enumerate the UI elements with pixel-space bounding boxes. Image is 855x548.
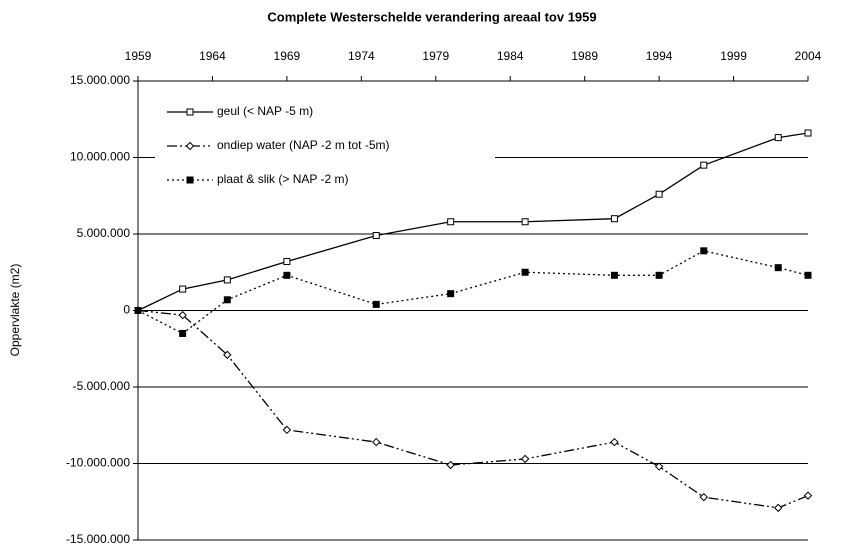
x-tick-label: 1984 xyxy=(497,49,524,63)
y-tick-label: 0 xyxy=(123,303,130,317)
legend-label: ondiep water (NAP -2 m tot -5m) xyxy=(217,138,390,152)
marker xyxy=(282,425,292,435)
marker xyxy=(610,271,618,279)
marker xyxy=(134,307,142,314)
marker xyxy=(283,258,291,266)
marker xyxy=(521,268,529,276)
series-line xyxy=(137,250,809,335)
marker xyxy=(655,271,663,279)
marker xyxy=(223,276,231,284)
y-tick-label: -5.000.000 xyxy=(73,379,131,393)
marker xyxy=(447,290,455,298)
marker xyxy=(520,454,530,464)
marker xyxy=(803,491,813,500)
marker xyxy=(610,437,619,447)
marker xyxy=(372,232,380,240)
marker xyxy=(804,129,812,137)
x-tick-label: 1969 xyxy=(274,49,301,63)
x-tick-label: 1999 xyxy=(720,49,747,63)
marker xyxy=(610,215,618,223)
legend-label: plaat & slik (> NAP -2 m) xyxy=(217,172,348,186)
series-line xyxy=(137,132,809,312)
marker xyxy=(446,460,455,470)
marker xyxy=(223,296,231,304)
marker xyxy=(223,350,232,360)
y-tick-label: 15.000.000 xyxy=(70,73,130,87)
marker xyxy=(700,161,708,169)
marker xyxy=(774,503,783,513)
x-tick-label: 1974 xyxy=(348,49,375,63)
x-tick-label: 1964 xyxy=(199,49,226,63)
legend-box xyxy=(155,92,495,202)
marker xyxy=(283,271,291,279)
marker xyxy=(179,329,187,337)
marker xyxy=(774,264,782,272)
y-tick-label: -10.000.000 xyxy=(66,456,130,470)
marker xyxy=(179,285,187,293)
chart-title: Complete Westerschelde verandering areaa… xyxy=(267,9,596,24)
marker xyxy=(372,300,380,308)
x-tick-label: 1994 xyxy=(646,49,673,63)
x-tick-label: 2004 xyxy=(795,49,822,63)
y-tick-label: 5.000.000 xyxy=(77,226,131,240)
y-tick-label: -15.000.000 xyxy=(66,532,130,546)
marker xyxy=(372,437,381,447)
marker xyxy=(521,218,529,226)
marker xyxy=(700,247,708,255)
legend-label: geul (< NAP -5 m) xyxy=(217,104,313,118)
marker xyxy=(804,271,812,279)
marker xyxy=(699,492,708,502)
legend-marker xyxy=(186,108,194,116)
legend-marker xyxy=(185,141,195,151)
x-tick-label: 1989 xyxy=(571,49,598,63)
legend-marker xyxy=(186,176,194,184)
marker xyxy=(774,134,782,142)
marker xyxy=(654,462,664,471)
series-line xyxy=(137,309,809,509)
marker xyxy=(447,218,455,226)
x-tick-label: 1959 xyxy=(125,49,152,63)
marker xyxy=(178,310,187,320)
marker xyxy=(655,190,663,198)
y-axis-label: Oppervlakte (m2) xyxy=(8,264,22,357)
x-tick-label: 1979 xyxy=(422,49,449,63)
y-tick-label: 10.000.000 xyxy=(70,150,130,164)
